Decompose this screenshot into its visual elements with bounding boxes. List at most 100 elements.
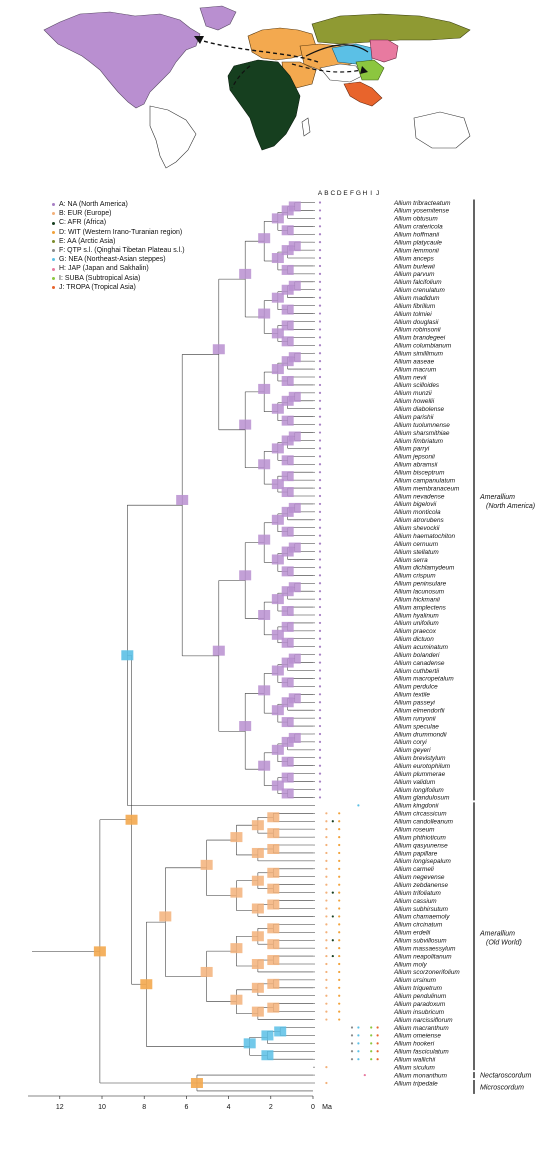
node-ancestral-area [271,292,284,303]
area-dot [325,931,328,934]
tip-label: Allium fibrillum [393,303,436,310]
area-dot [363,1073,366,1077]
node-ancestral-area [267,978,280,989]
area-dot [318,629,322,632]
node-ancestral-area [281,375,294,386]
node-ancestral-area [281,471,294,482]
node-ancestral-area [159,911,172,922]
legend-item: F: QTP s.l. (Qinghai Tibetan Plateau s.l… [52,246,185,255]
tip-label: Allium erdelii [393,930,431,937]
area-dot [376,1034,379,1037]
area-dot [338,843,341,847]
area-dot [318,542,322,545]
tip-label: Allium macranthum [393,1025,449,1032]
area-column-header: A [318,190,323,197]
node-ancestral-area [271,479,284,490]
area-dot [318,360,322,363]
node-ancestral-area [288,431,301,442]
area-dot [350,1058,354,1061]
tip-label: Allium insubricum [393,1009,445,1016]
tip-label: Allium peninsulare [393,581,447,588]
area-dot [318,740,322,744]
map-subtropical-asia [355,59,385,81]
area-dot [370,1026,373,1029]
tip-label: Allium pendulinum [393,993,447,1000]
tip-label: Allium unifolium [393,620,439,627]
area-dot [350,1026,354,1029]
area-dot [350,1050,354,1053]
tip-label: Allium glandulosum [393,795,450,802]
tip-label: Allium plummerae [393,771,446,778]
node-ancestral-area [251,820,264,831]
legend-item: J: TROPA (Tropical Asia) [52,283,185,292]
area-dot [338,851,341,855]
tip-label: Allium acuminatum [393,644,449,651]
node-ancestral-area [288,693,301,704]
area-dot [318,288,322,291]
area-dot [331,954,334,958]
node-ancestral-area [271,253,284,264]
area-dot [325,962,328,966]
area-dot [318,415,322,418]
legend-label: D: WIT (Western Irano-Turanian region) [59,228,183,236]
area-dot [318,431,322,434]
legend-item: A: NA (North America) [52,200,185,209]
dispersal-arrow [291,63,363,73]
area-dot [318,756,322,759]
node-ancestral-area [267,1002,280,1013]
node-ancestral-area [281,756,294,767]
tip-label: Allium nevadense [393,493,445,500]
area-dot [318,407,322,410]
area-dot [318,494,322,498]
tip-label: Allium negevense [393,874,445,881]
area-dot [318,764,322,767]
node-ancestral-area [281,264,294,275]
node-ancestral-area [281,637,294,648]
node-ancestral-area [243,1038,256,1049]
area-dot [318,590,322,593]
area-dot [370,1042,373,1045]
node-ancestral-area [281,356,294,367]
node-ancestral-area [267,923,280,934]
axis-tick-label: 12 [56,1104,64,1111]
area-dot [318,621,322,625]
area-dot [338,883,341,886]
area-dot [318,780,322,783]
area-dot [370,1034,373,1037]
tip-label: Allium wallichii [393,1057,436,1064]
area-dot [338,978,341,981]
node-ancestral-area [281,677,294,688]
tip-label: Allium hyalinum [393,612,439,619]
node-ancestral-area [176,494,189,505]
area-dot [338,923,341,926]
legend-item: C: AFR (Africa) [52,218,185,227]
node-ancestral-area [200,859,213,870]
area-dot [318,526,322,529]
node-ancestral-area [271,364,284,375]
tip-label: Allium paradoxum [393,1001,446,1008]
area-dot [325,994,328,997]
area-dot [318,383,322,387]
node-ancestral-area [200,966,213,977]
tip-label: Allium sharsmithiae [393,430,450,437]
tip-label: Allium macropetalum [393,676,454,683]
area-dot [318,605,322,609]
tip-label: Allium longifolium [393,787,444,794]
legend-item: D: WIT (Western Irano-Turanian region) [52,228,185,237]
node-ancestral-area [271,744,284,755]
tip-label: Allium membranaceum [393,485,460,492]
area-column-header: B [324,190,328,197]
node-ancestral-area [239,268,252,279]
map-arctic-asia [311,13,471,45]
tip-label: Allium hoffmanii [393,232,440,239]
area-column-header: I [370,190,372,197]
area-dot [338,867,341,870]
tip-label: Allium fasciculatum [393,1049,449,1056]
tip-label: Allium parishii [393,414,434,421]
tip-label: Allium tribracteatum [393,200,451,207]
node-ancestral-area [271,705,284,716]
legend-label: J: TROPA (Tropical Asia) [59,283,136,291]
node-ancestral-area [281,415,294,426]
tip-label: Allium kingdonii [393,803,439,810]
